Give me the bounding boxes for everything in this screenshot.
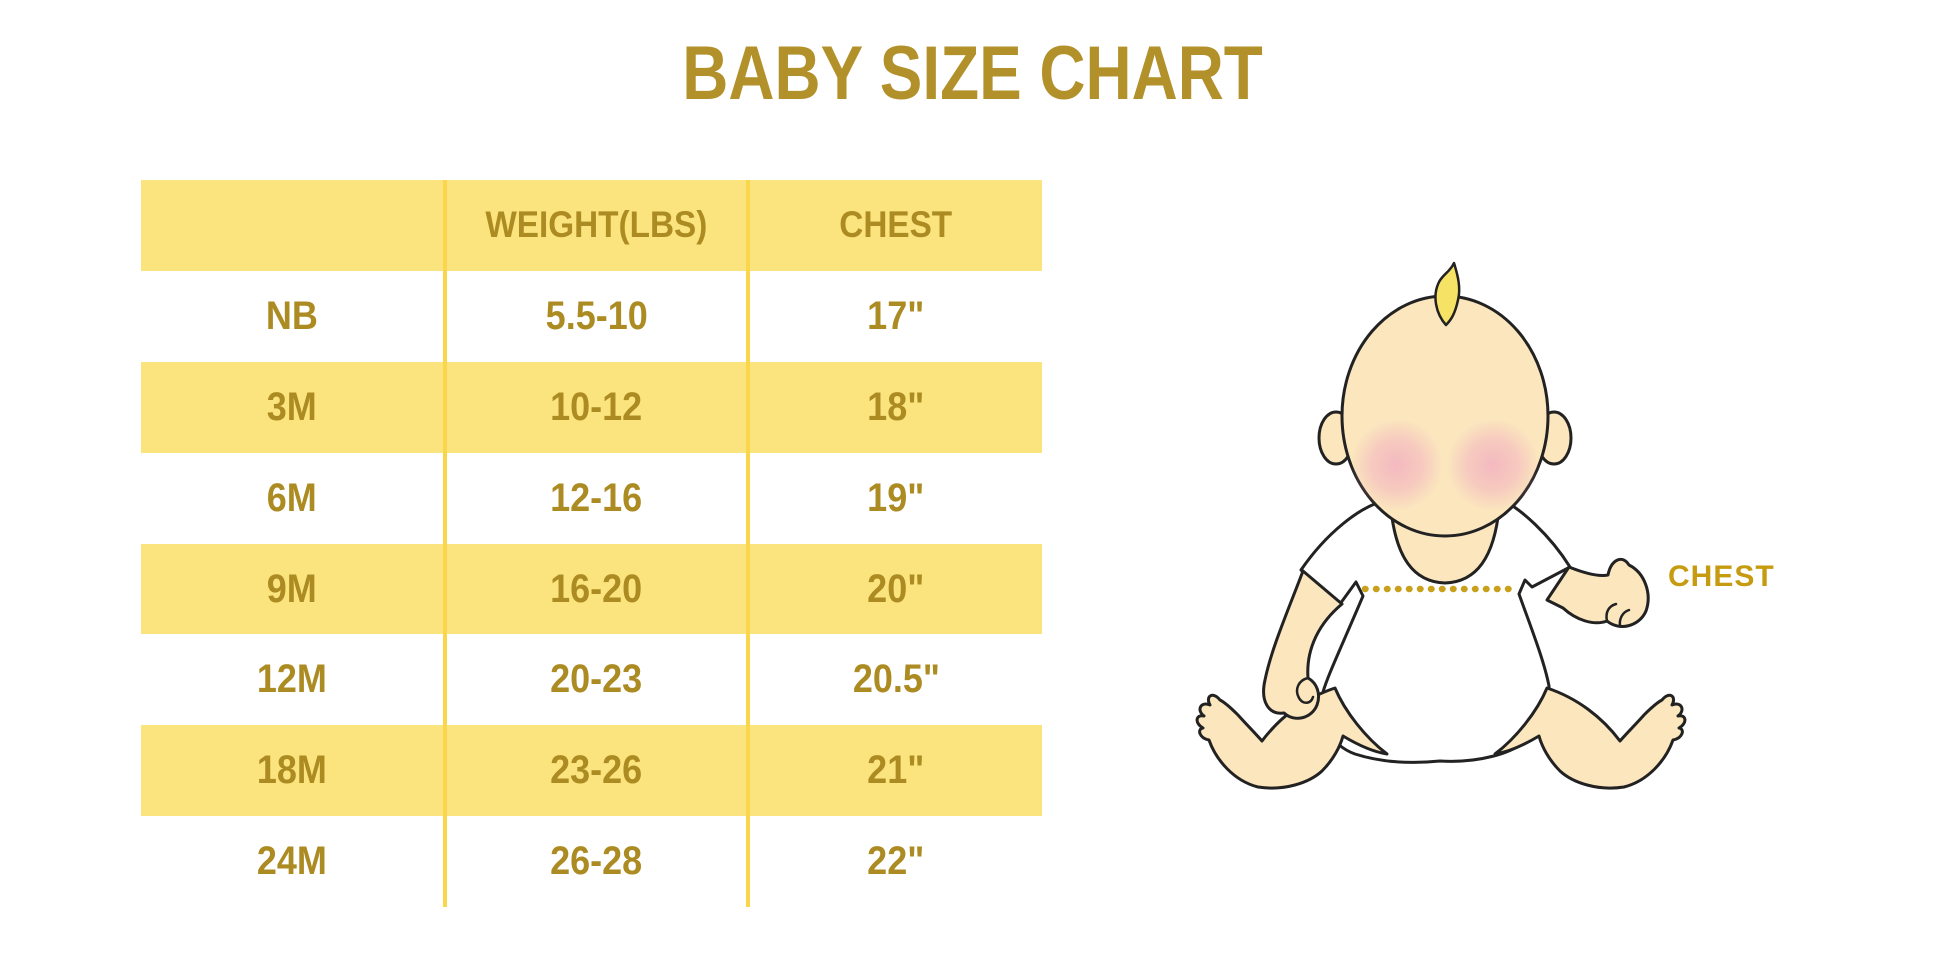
header-cell-weight: WEIGHT(LBS) bbox=[443, 180, 746, 271]
chest-cell: 20" bbox=[746, 543, 1042, 635]
header-cell-chest: CHEST bbox=[746, 180, 1042, 271]
chest-measurement-label: CHEST bbox=[1668, 560, 1775, 593]
page-title: BABY SIZE CHART bbox=[0, 30, 1946, 117]
weight-cell: 23-26 bbox=[443, 725, 746, 817]
header-cell-size bbox=[141, 180, 443, 271]
chest-cell: 21" bbox=[746, 725, 1042, 817]
baby-cheek-left bbox=[1351, 419, 1443, 511]
chest-cell: 19" bbox=[746, 452, 1042, 544]
size-cell: 18M bbox=[256, 748, 328, 793]
size-cell: 24M bbox=[256, 839, 328, 884]
baby-hand-finger-line bbox=[1295, 676, 1315, 704]
table-row-18m: 18M 23-26 21" bbox=[141, 725, 1042, 817]
table-row-24m: 24M 26-28 22" bbox=[141, 816, 1042, 908]
size-cell: 3M bbox=[266, 384, 318, 429]
baby-cheek-right bbox=[1447, 419, 1539, 511]
weight-cell: 20-23 bbox=[443, 634, 746, 726]
page-title-text: BABY SIZE CHART bbox=[682, 31, 1264, 116]
table-row-9m: 9M 16-20 20" bbox=[141, 543, 1042, 635]
baby-illustration bbox=[1195, 261, 1687, 790]
table-row-6m: 6M 12-16 19" bbox=[141, 452, 1042, 544]
weight-cell: 26-28 bbox=[443, 816, 746, 908]
chest-cell: 17" bbox=[746, 270, 1042, 362]
size-cell: 9M bbox=[266, 566, 318, 611]
size-cell: NB bbox=[265, 293, 319, 338]
chest-cell: 20.5" bbox=[746, 634, 1042, 726]
baby-arm-right bbox=[1545, 557, 1650, 628]
baby-arm-left bbox=[1262, 569, 1344, 720]
chest-cell: 18" bbox=[746, 361, 1042, 453]
baby-fist-knuckle-line-1 bbox=[1605, 602, 1618, 623]
table-header-row: WEIGHT(LBS) CHEST bbox=[141, 180, 1042, 271]
baby-leg-right bbox=[1493, 686, 1687, 790]
baby-leg-left bbox=[1195, 686, 1389, 790]
size-cell: 6M bbox=[266, 475, 318, 520]
baby-hair-icon bbox=[1434, 261, 1461, 327]
baby-shirt bbox=[1299, 492, 1572, 764]
table-row-nb: NB 5.5-10 17" bbox=[141, 270, 1042, 362]
weight-cell: 12-16 bbox=[443, 452, 746, 544]
chest-cell: 22" bbox=[746, 816, 1042, 908]
table-row-3m: 3M 10-12 18" bbox=[141, 361, 1042, 453]
size-cell: 12M bbox=[256, 657, 328, 702]
weight-cell: 10-12 bbox=[443, 361, 746, 453]
weight-cell: 5.5-10 bbox=[443, 270, 746, 362]
size-table: WEIGHT(LBS) CHEST NB 5.5-10 17" 3M 10-12… bbox=[141, 180, 1042, 908]
table-row-12m: 12M 20-23 20.5" bbox=[141, 634, 1042, 726]
baby-fist-knuckle-line-2 bbox=[1618, 608, 1631, 628]
weight-cell: 16-20 bbox=[443, 543, 746, 635]
